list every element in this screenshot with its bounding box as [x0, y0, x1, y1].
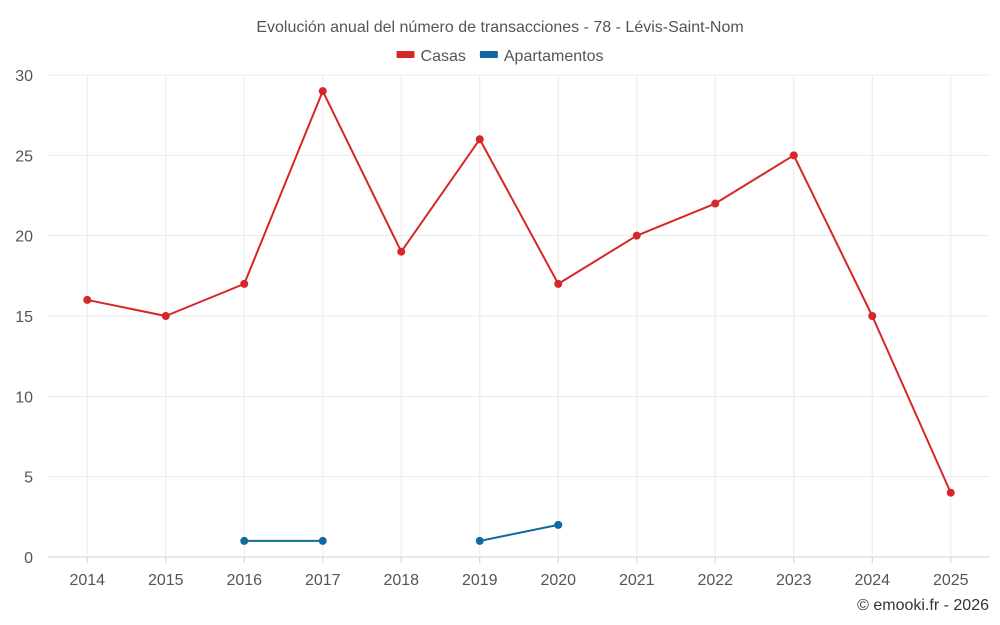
- x-tick-label: 2017: [305, 572, 341, 589]
- data-point[interactable]: [789, 151, 798, 160]
- x-tick-label: 2021: [619, 572, 655, 589]
- data-point[interactable]: [475, 135, 484, 144]
- x-tick-label: 2019: [462, 572, 498, 589]
- data-point[interactable]: [554, 520, 563, 529]
- series-apartamentos: [240, 520, 563, 545]
- y-tick-label: 5: [24, 470, 33, 487]
- x-tick-label: 2022: [697, 572, 733, 589]
- series-line: [87, 90, 952, 494]
- data-point[interactable]: [868, 312, 877, 320]
- x-tick-label: 2018: [383, 572, 419, 589]
- legend-label: Apartamentos: [504, 48, 604, 65]
- data-point[interactable]: [161, 312, 170, 320]
- x-tick-label: 2025: [933, 572, 969, 589]
- chart-title: Evolución anual del número de transaccio…: [256, 19, 743, 36]
- legend-label: Casas: [421, 48, 466, 65]
- credit-text: © emooki.fr - 2026: [857, 597, 989, 614]
- x-axis: 2014 2015 2016 2017 2018 2019 2020 2021 2022 2023…: [69, 572, 968, 589]
- y-tick-label: 0: [24, 550, 33, 567]
- data-point[interactable]: [318, 536, 327, 545]
- x-tick-label: 2014: [69, 572, 105, 589]
- grid: [48, 74, 990, 563]
- data-point[interactable]: [475, 536, 484, 545]
- data-point[interactable]: [554, 279, 563, 288]
- data-point[interactable]: [318, 87, 327, 96]
- data-point[interactable]: [632, 231, 641, 240]
- y-tick-label: 15: [15, 309, 33, 326]
- x-tick-label: 2020: [540, 572, 576, 589]
- data-point[interactable]: [83, 295, 92, 304]
- y-tick-label: 25: [15, 148, 33, 165]
- y-tick-label: 20: [15, 229, 33, 246]
- series-line: [479, 523, 559, 542]
- x-tick-label: 2024: [854, 572, 890, 589]
- data-point[interactable]: [397, 247, 406, 256]
- data-point[interactable]: [240, 536, 249, 545]
- data-point[interactable]: [711, 199, 720, 208]
- plot-area: [83, 87, 955, 545]
- x-tick-label: 2023: [776, 572, 812, 589]
- x-tick-label: 2016: [226, 572, 262, 589]
- legend-swatch[interactable]: [396, 51, 415, 58]
- y-tick-label: 30: [15, 68, 33, 85]
- x-tick-label: 2015: [148, 572, 184, 589]
- series-casas: [83, 87, 955, 497]
- data-point[interactable]: [946, 488, 955, 497]
- data-point[interactable]: [240, 279, 249, 288]
- y-tick-label: 10: [15, 389, 33, 406]
- y-axis: 0 5 10 15 20 25 30: [15, 68, 33, 567]
- legend-swatch[interactable]: [479, 51, 498, 58]
- legend: Casas Apartamentos: [396, 48, 604, 65]
